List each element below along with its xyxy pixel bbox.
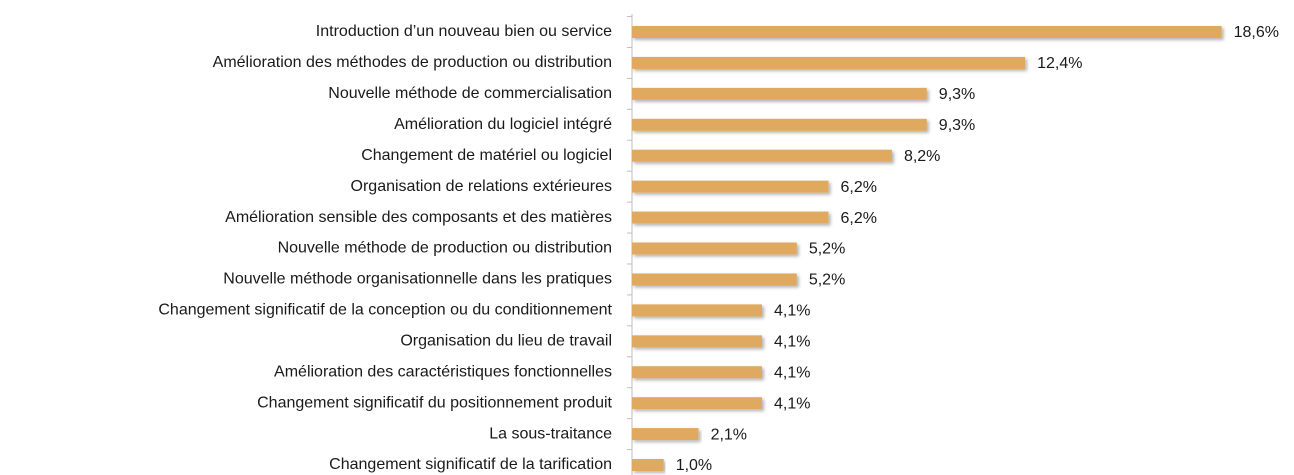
category-label: Changement de matériel ou logiciel xyxy=(361,147,612,164)
bar xyxy=(632,56,1026,69)
bar xyxy=(632,242,797,255)
bar xyxy=(632,335,762,348)
category-label: Changement significatif de la conception… xyxy=(158,302,612,319)
bar xyxy=(632,397,762,410)
value-label: 5,2% xyxy=(809,272,845,289)
value-label: 9,3% xyxy=(939,117,975,134)
value-label: 1,0% xyxy=(676,457,712,474)
value-label: 4,1% xyxy=(774,395,810,412)
category-label: Amélioration du logiciel intégré xyxy=(394,116,612,133)
value-label: 12,4% xyxy=(1037,55,1082,72)
category-label: Amélioration des caractéristiques foncti… xyxy=(274,363,612,380)
value-label: 4,1% xyxy=(774,364,810,381)
bar xyxy=(632,428,699,441)
bar xyxy=(632,149,892,162)
category-label: La sous-traitance xyxy=(489,425,612,442)
value-label: 9,3% xyxy=(939,86,975,103)
value-label: 6,2% xyxy=(841,210,877,227)
bar xyxy=(632,304,762,317)
bar xyxy=(632,118,927,131)
bar xyxy=(632,273,797,286)
category-label: Changement significatif du positionnemen… xyxy=(257,394,612,411)
category-label: Introduction d’un nouveau bien ou servic… xyxy=(316,23,612,40)
value-label: 2,1% xyxy=(711,426,747,443)
category-label: Organisation de relations extérieures xyxy=(351,178,612,195)
category-label: Nouvelle méthode de commercialisation xyxy=(328,85,612,102)
value-label: 4,1% xyxy=(774,303,810,320)
value-label: 8,2% xyxy=(904,148,940,165)
category-label: Nouvelle méthode organisationnelle dans … xyxy=(223,271,612,288)
category-label: Nouvelle méthode de production ou distri… xyxy=(278,240,612,257)
value-label: 18,6% xyxy=(1234,24,1279,41)
bar xyxy=(632,26,1222,38)
bar xyxy=(632,366,762,379)
category-label: Amélioration des méthodes de production … xyxy=(213,54,612,71)
bar xyxy=(632,180,829,193)
category-label: Changement significatif de la tarificati… xyxy=(329,456,612,473)
category-label: Amélioration sensible des composants et … xyxy=(225,209,612,226)
bar xyxy=(632,459,664,472)
bar xyxy=(632,87,927,100)
category-label: Organisation du lieu de travail xyxy=(400,333,612,350)
bar xyxy=(632,211,829,224)
value-label: 4,1% xyxy=(774,334,810,351)
value-label: 5,2% xyxy=(809,241,845,258)
value-label: 6,2% xyxy=(841,179,877,196)
